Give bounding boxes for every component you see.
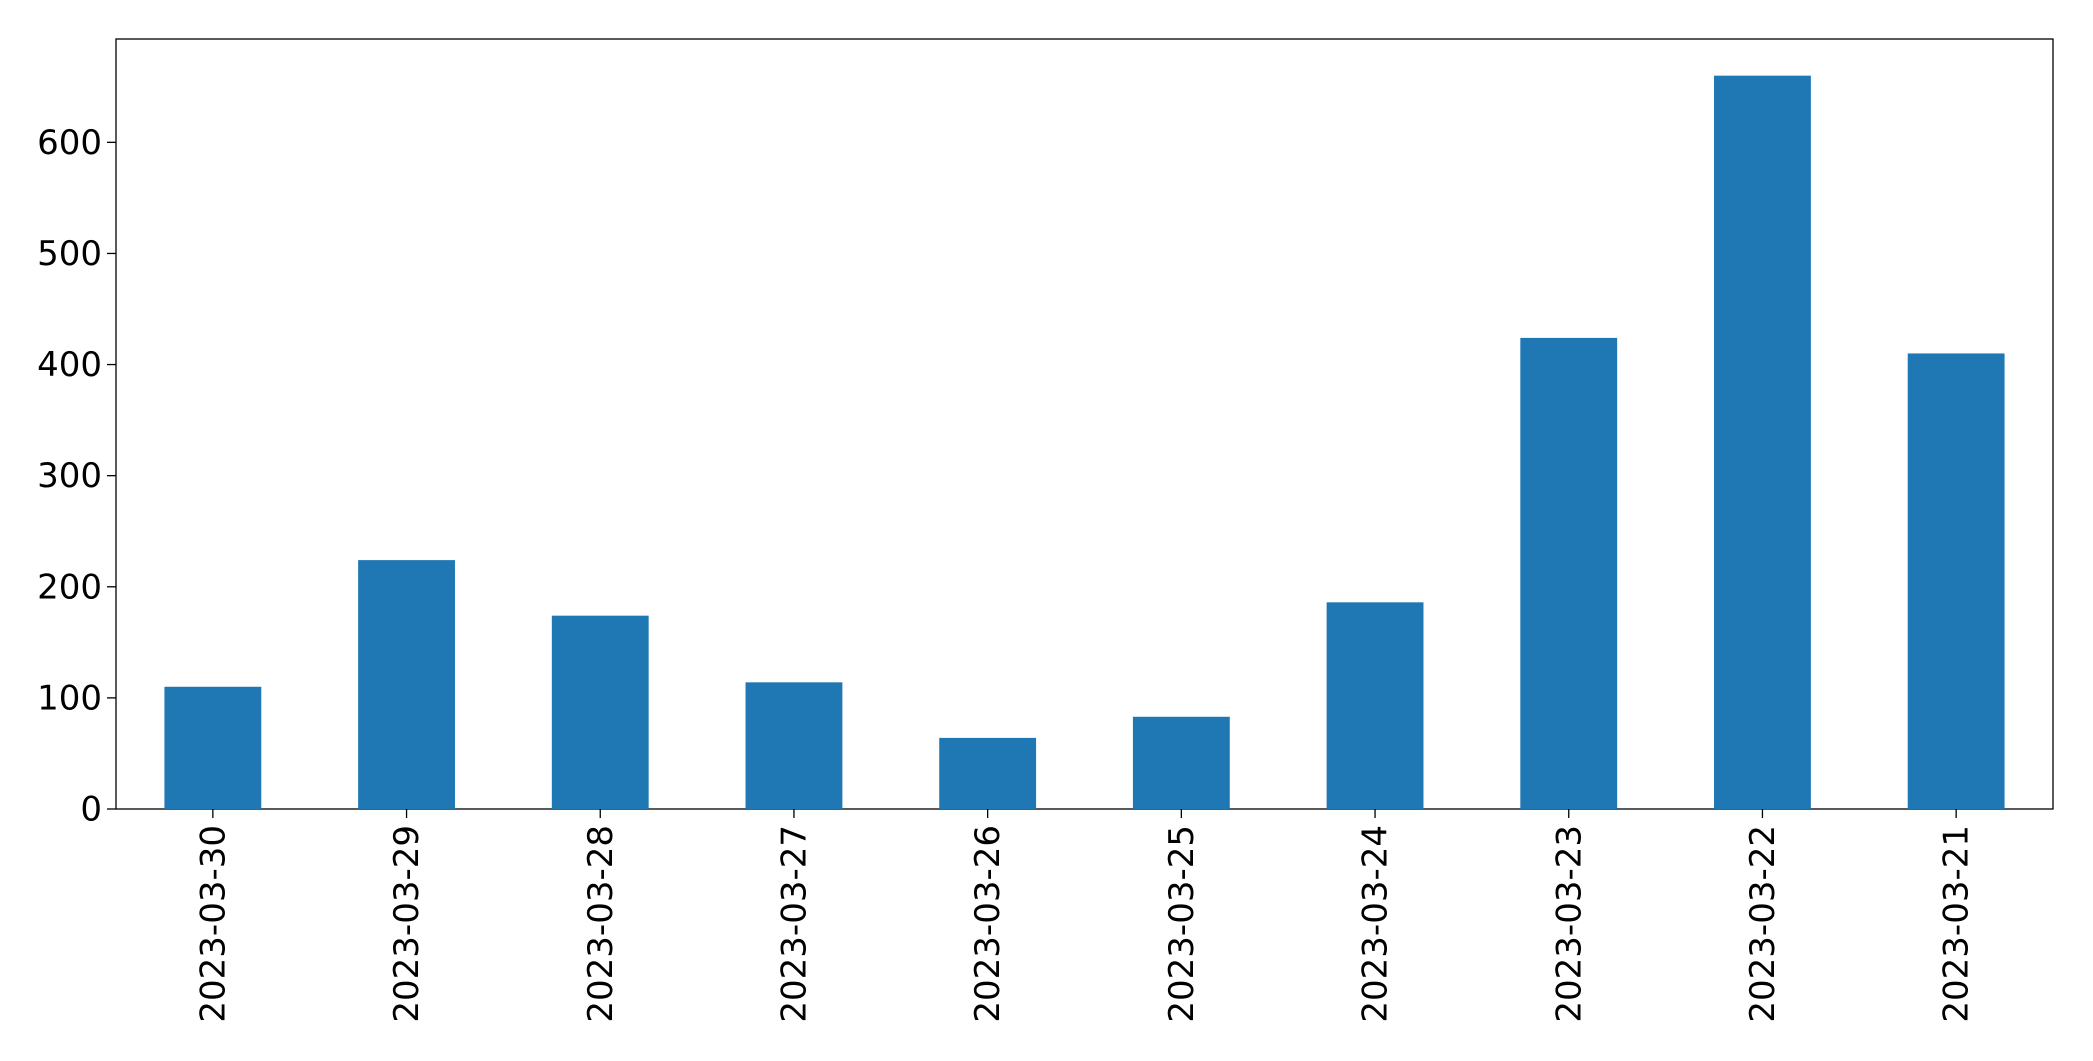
x-tick-label: 2023-03-24 bbox=[1356, 825, 1396, 1023]
bar bbox=[1132, 716, 1230, 809]
x-tick-label: 2023-03-21 bbox=[1937, 825, 1977, 1023]
bar bbox=[358, 560, 455, 809]
y-tick-label: 500 bbox=[37, 234, 102, 274]
x-tick-label: 2023-03-25 bbox=[1162, 825, 1202, 1023]
bar bbox=[551, 615, 649, 809]
x-tick-label: 2023-03-23 bbox=[1549, 825, 1589, 1023]
bar bbox=[164, 686, 262, 809]
bar bbox=[745, 682, 843, 809]
axes-frame bbox=[115, 38, 2054, 810]
x-tick-label: 2023-03-30 bbox=[193, 825, 233, 1023]
x-tick-label: 2023-03-27 bbox=[774, 825, 814, 1023]
y-tick-label: 100 bbox=[37, 678, 102, 718]
bar bbox=[939, 737, 1037, 809]
x-tick-label: 2023-03-26 bbox=[968, 825, 1008, 1023]
bar bbox=[1326, 602, 1424, 809]
x-tick-label: 2023-03-29 bbox=[387, 825, 427, 1023]
x-tick-label: 2023-03-22 bbox=[1743, 825, 1783, 1023]
x-tick-label: 2023-03-28 bbox=[581, 825, 621, 1023]
y-tick-label: 0 bbox=[80, 790, 102, 830]
bar bbox=[1907, 353, 2005, 809]
bar bbox=[1714, 75, 1811, 809]
y-tick-label: 300 bbox=[37, 456, 102, 496]
y-tick-label: 600 bbox=[37, 123, 102, 163]
bar bbox=[1520, 337, 1618, 809]
y-tick-label: 400 bbox=[37, 345, 102, 385]
y-tick-label: 200 bbox=[37, 567, 102, 607]
